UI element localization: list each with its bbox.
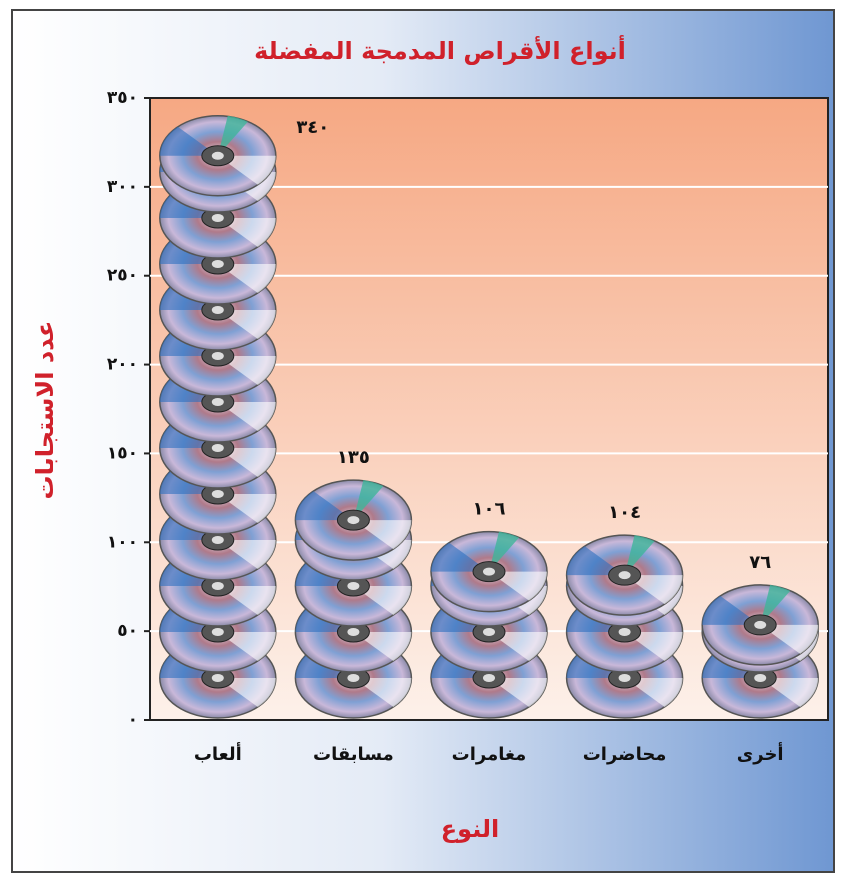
cd-stack: [565, 534, 684, 719]
cd-wedge: [217, 218, 276, 247]
cd-hole: [618, 674, 631, 682]
x-tick-label: مسابقات: [313, 744, 394, 765]
cd-wedge: [217, 678, 276, 707]
cd-disc: [565, 534, 684, 616]
value-label: ٧٦: [749, 552, 771, 573]
cd-wedge: [217, 586, 276, 615]
cd-wedge: [217, 632, 276, 661]
cd-wedge: [217, 402, 276, 431]
cd-hole: [347, 582, 360, 590]
cd-wedge: [217, 356, 276, 385]
cd-hole: [211, 352, 224, 360]
y-axis-title: عدد الاستجابات: [31, 321, 59, 500]
chart-title: أنواع الأقراص المدمجة المفضلة: [254, 35, 626, 65]
y-tick-label: ٥٠: [117, 621, 138, 641]
cd-disc: [159, 115, 277, 197]
cd-wedge: [217, 155, 276, 185]
y-tick-label: ٢٥٠: [107, 266, 138, 286]
cd-wedge: [702, 595, 761, 625]
cd-wedge: [760, 584, 791, 625]
x-tick-label: أخرى: [737, 742, 784, 765]
y-tick-label: ١٠٠: [107, 532, 138, 552]
value-label: ١٠٤: [608, 502, 641, 523]
cd-hole: [483, 628, 495, 636]
cd-hole: [211, 306, 224, 314]
cd-wedge: [217, 310, 276, 339]
x-tick-label: ألعاب: [194, 742, 242, 765]
cd-wedge: [624, 535, 655, 576]
cd-wedge: [624, 678, 683, 707]
cd-wedge: [295, 491, 354, 521]
value-label: ١٠٦: [473, 499, 506, 520]
cd-wedge: [624, 575, 683, 605]
x-axis-title: النوع: [441, 815, 499, 843]
cd-hole: [211, 674, 224, 682]
cd-hole: [211, 214, 224, 222]
y-tick-label: ٣٥٠: [107, 88, 138, 108]
cd-wedge: [566, 546, 625, 576]
cd-hole: [754, 620, 767, 629]
cd-hole: [211, 490, 224, 498]
cd-wedge: [353, 632, 412, 661]
x-tick-label: مغامرات: [452, 744, 527, 765]
cd-hole: [618, 571, 631, 580]
cd-wedge: [217, 540, 276, 569]
y-tick-label: ١٥٠: [107, 443, 138, 463]
cd-wedge: [760, 678, 819, 707]
cd-hole: [483, 567, 495, 576]
y-tick-label: ٢٠٠: [107, 355, 138, 375]
cd-hole: [347, 516, 360, 525]
cd-wedge: [489, 678, 547, 707]
value-label: ١٣٥: [337, 447, 370, 468]
cd-disc: [430, 530, 548, 613]
y-tick-label: ٠: [128, 710, 138, 730]
cd-wedge: [760, 624, 819, 654]
cd-hole: [211, 398, 224, 406]
cd-wedge: [217, 448, 276, 477]
cd-wedge: [430, 542, 489, 572]
cd-hole: [483, 674, 495, 682]
cd-hole: [347, 628, 360, 636]
cd-disc: [701, 584, 819, 666]
cd-stack: [701, 584, 819, 719]
cd-stack: [159, 115, 277, 719]
cd-wedge: [217, 494, 276, 523]
cd-hole: [211, 628, 224, 636]
cd-wedge: [624, 632, 683, 661]
cd-hole: [754, 674, 767, 682]
cd-wedge: [353, 678, 412, 707]
cd-disc: [294, 479, 413, 561]
cd-wedge: [217, 115, 248, 156]
cd-hole: [211, 260, 224, 268]
cd-wedge: [159, 126, 218, 156]
cd-hole: [211, 444, 224, 452]
cd-wedge: [353, 520, 412, 550]
cd-hole: [347, 674, 360, 682]
cd-stack: [294, 479, 413, 719]
cd-hole: [211, 536, 224, 544]
cd-hole: [211, 151, 224, 160]
cd-hole: [618, 628, 631, 636]
cd-wedge: [489, 571, 547, 601]
y-tick-label: ٣٠٠: [107, 177, 138, 197]
cd-wedge: [353, 480, 384, 521]
cd-wedge: [353, 586, 412, 615]
value-label: ٣٤٠: [296, 117, 329, 138]
cd-wedge: [489, 531, 519, 572]
cd-hole: [211, 582, 224, 590]
cd-stack: [430, 530, 548, 719]
cd-wedge: [217, 264, 276, 293]
cd-wedge: [489, 632, 547, 661]
x-tick-label: محاضرات: [583, 744, 667, 765]
